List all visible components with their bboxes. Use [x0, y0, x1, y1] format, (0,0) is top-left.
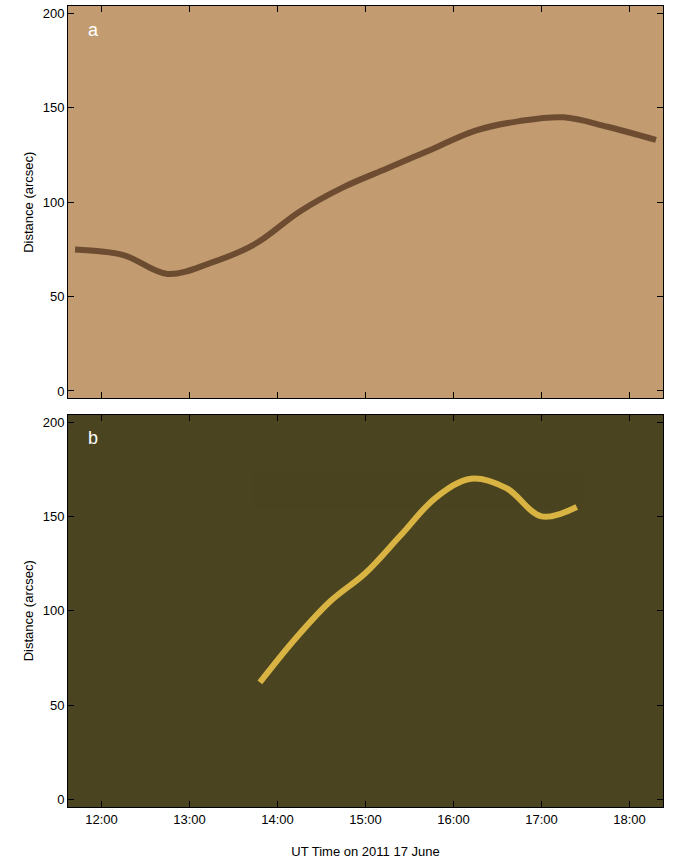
svg-text:100: 100 — [43, 195, 65, 210]
svg-text:200: 200 — [43, 415, 65, 430]
svg-text:18:00: 18:00 — [613, 812, 646, 827]
svg-text:13:00: 13:00 — [173, 812, 206, 827]
svg-text:50: 50 — [50, 289, 64, 304]
svg-text:0: 0 — [57, 383, 64, 398]
svg-text:a: a — [88, 20, 99, 40]
svg-text:150: 150 — [43, 509, 65, 524]
svg-text:Distance (arcsec): Distance (arcsec) — [21, 152, 36, 253]
svg-text:12:00: 12:00 — [85, 812, 118, 827]
svg-text:b: b — [88, 428, 98, 448]
svg-text:16:00: 16:00 — [437, 812, 470, 827]
svg-text:50: 50 — [50, 698, 64, 713]
svg-text:100: 100 — [43, 603, 65, 618]
svg-text:15:00: 15:00 — [349, 812, 382, 827]
svg-text:200: 200 — [43, 6, 65, 21]
svg-text:0: 0 — [57, 792, 64, 807]
svg-text:UT Time on 2011 17 June: UT Time on 2011 17 June — [291, 844, 439, 859]
svg-text:150: 150 — [43, 100, 65, 115]
svg-text:14:00: 14:00 — [261, 812, 294, 827]
svg-text:17:00: 17:00 — [525, 812, 558, 827]
svg-text:Distance (arcsec): Distance (arcsec) — [21, 560, 36, 661]
